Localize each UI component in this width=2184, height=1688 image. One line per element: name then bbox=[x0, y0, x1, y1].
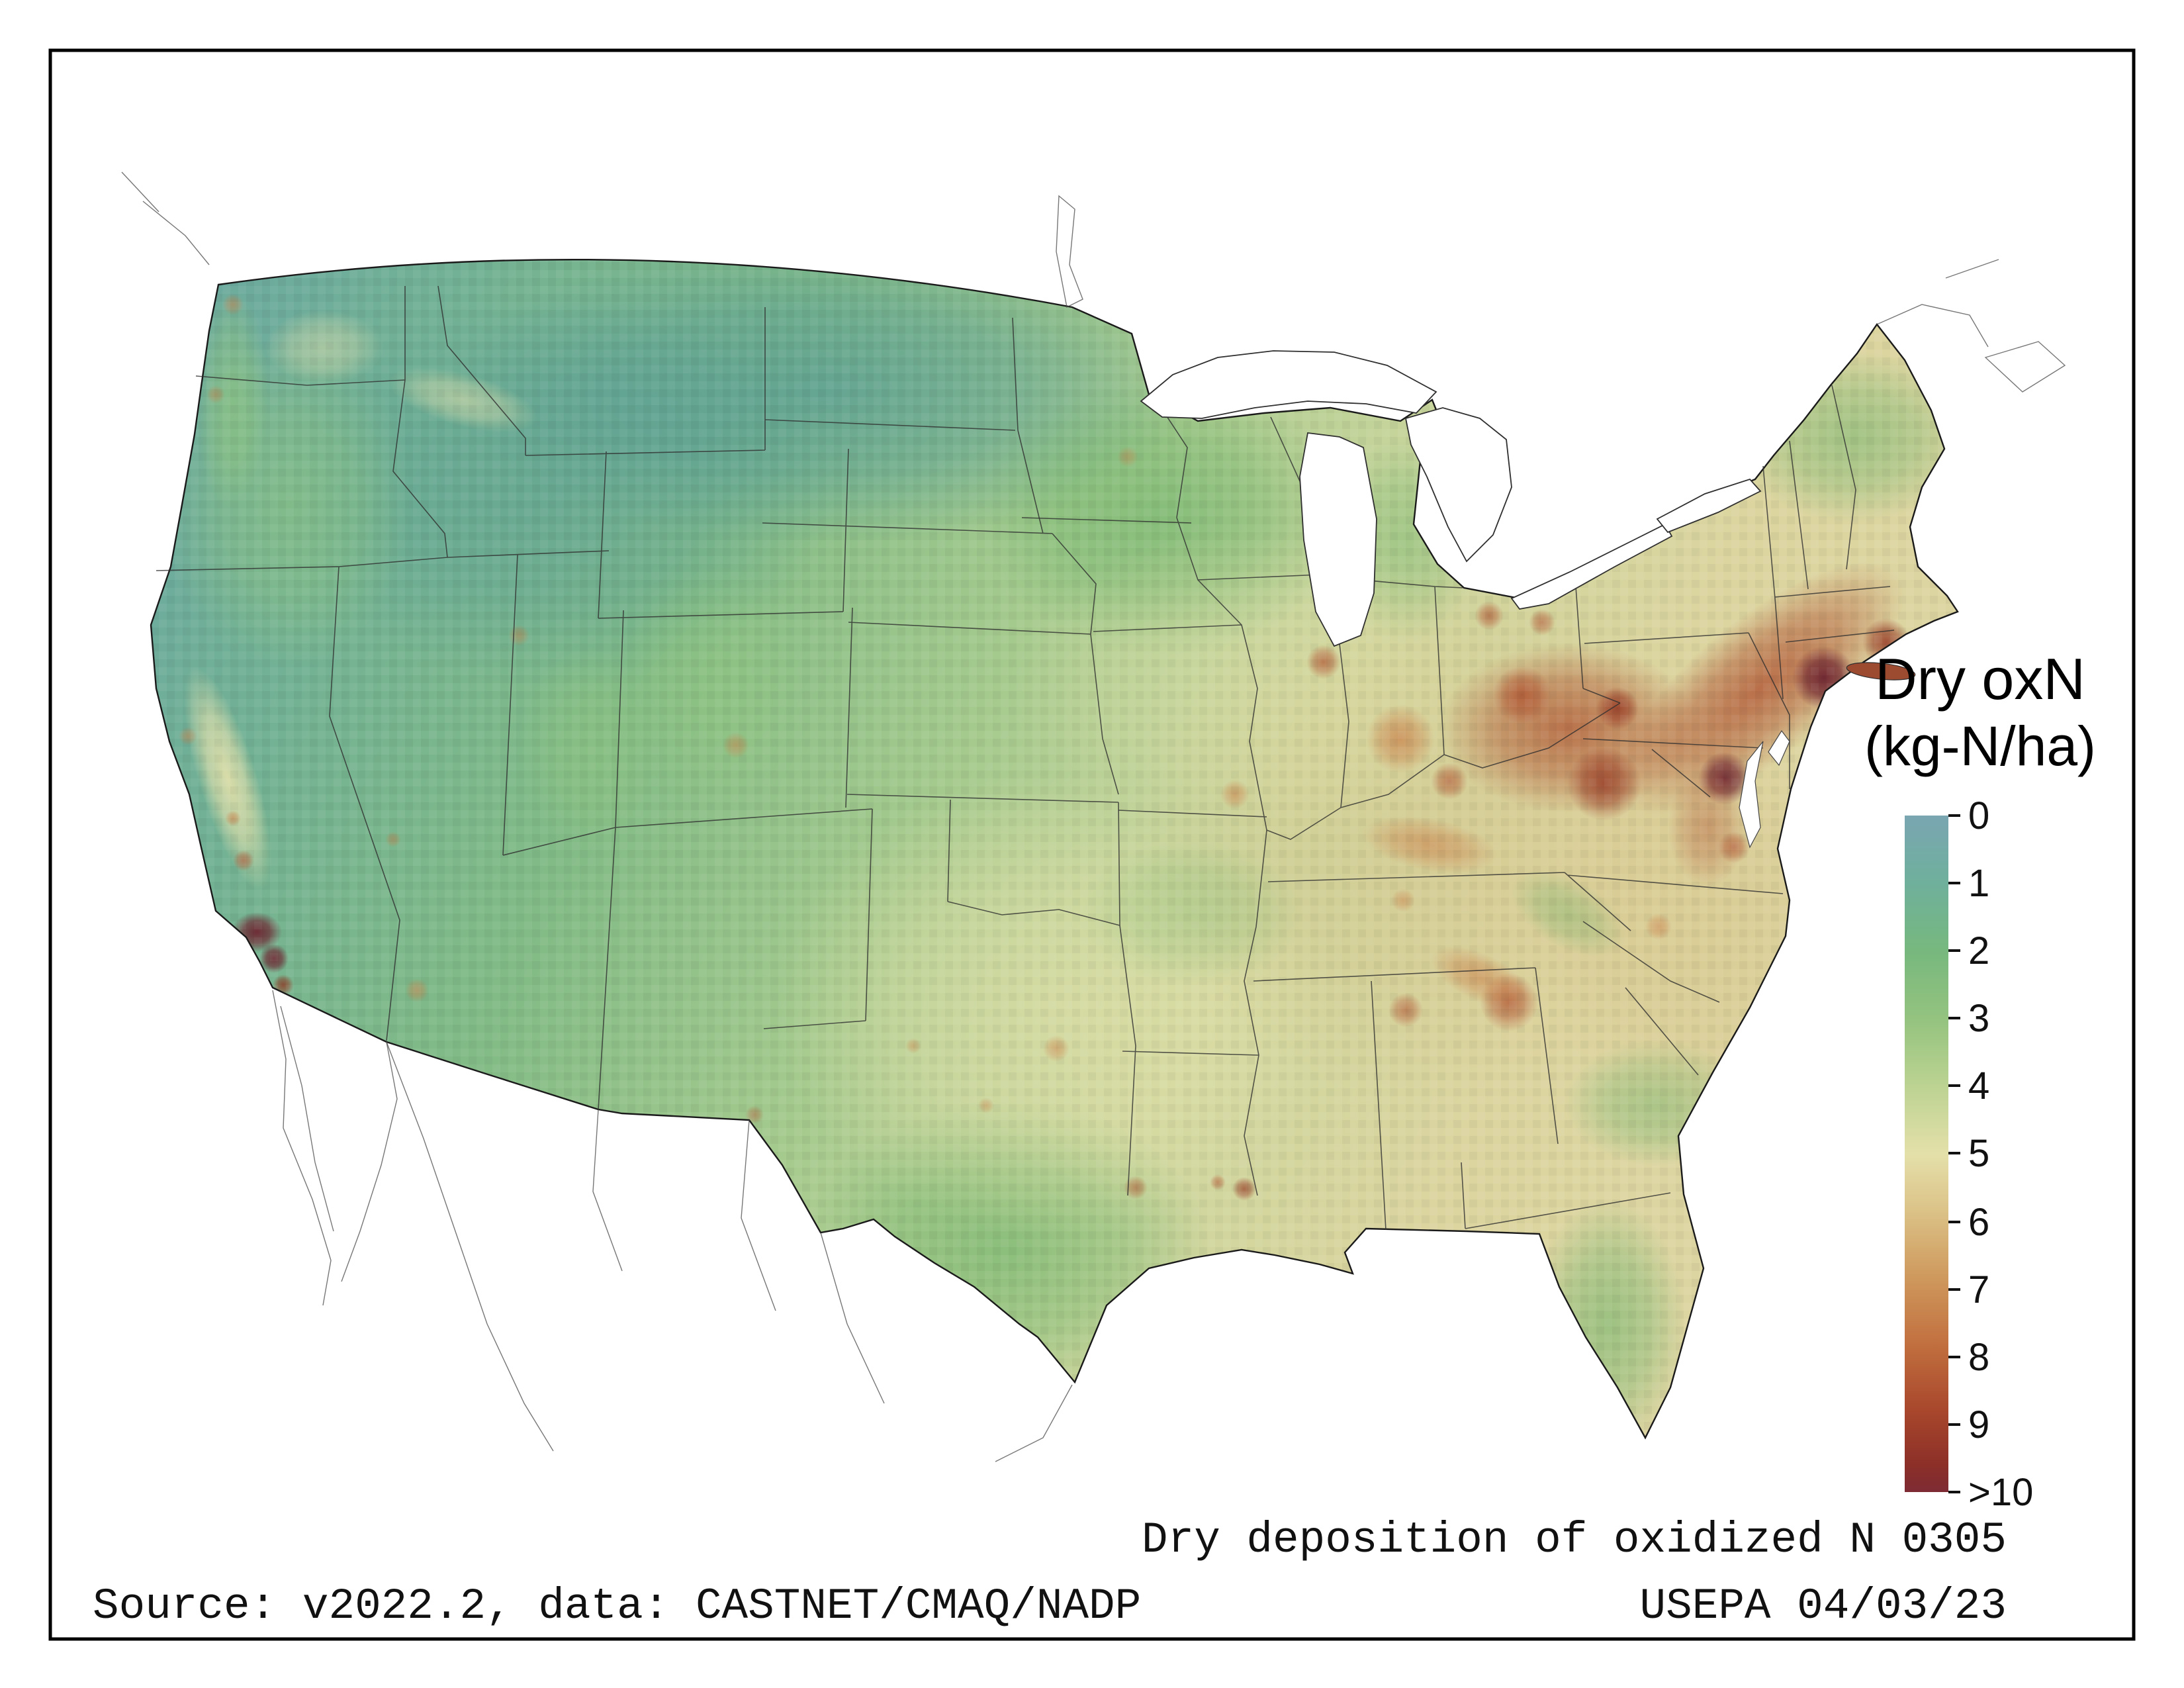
state-borders bbox=[156, 285, 1895, 1231]
legend-title-line2: (kg-N/ha) bbox=[1864, 715, 2096, 777]
chesapeake-bay bbox=[1739, 741, 1764, 849]
source-note: Source: v2022.2, data: CASTNET/CMAQ/NADP bbox=[93, 1581, 1141, 1631]
lake-erie bbox=[1510, 523, 1673, 610]
legend-tick-label: >10 bbox=[1968, 1471, 2033, 1514]
foreign-outlines bbox=[121, 171, 2066, 1462]
coastal-details bbox=[1739, 662, 1916, 849]
long-island bbox=[1846, 662, 1916, 680]
legend-tick-label: 0 bbox=[1968, 794, 1989, 837]
great-lakes bbox=[1140, 350, 1762, 647]
lake-superior bbox=[1140, 350, 1437, 419]
deposition-raster bbox=[151, 259, 1958, 1438]
legend-tick-label: 6 bbox=[1968, 1201, 1989, 1244]
legend: Dry oxN (kg-N/ha) 0 1 2 3 4 5 6 7 8 9 >1… bbox=[1864, 646, 2096, 1514]
lake-ontario bbox=[1656, 478, 1762, 534]
legend-tick-label: 3 bbox=[1968, 997, 1989, 1040]
legend-tick-label: 2 bbox=[1968, 929, 1989, 972]
lake-huron bbox=[1404, 407, 1512, 563]
legend-tick-label: 8 bbox=[1968, 1336, 1989, 1379]
legend-tick-label: 5 bbox=[1968, 1132, 1989, 1175]
legend-tick-label: 9 bbox=[1968, 1403, 1989, 1446]
legend-tick-label: 7 bbox=[1968, 1268, 1989, 1311]
figure-frame bbox=[48, 48, 2136, 1641]
legend-colorbar bbox=[1905, 816, 1948, 1492]
legend-title-line1: Dry oxN bbox=[1875, 646, 2085, 712]
delaware-bay bbox=[1768, 729, 1790, 767]
lake-michigan bbox=[1299, 432, 1377, 647]
figure-caption: Dry deposition of oxidized N 0305 bbox=[1142, 1515, 2007, 1565]
legend-ticks: 0 1 2 3 4 5 6 7 8 9 >10 bbox=[1948, 794, 2033, 1514]
legend-tick-label: 4 bbox=[1968, 1064, 1989, 1107]
agency-date: USEPA 04/03/23 bbox=[1640, 1581, 2007, 1631]
legend-tick-label: 1 bbox=[1968, 862, 1989, 905]
